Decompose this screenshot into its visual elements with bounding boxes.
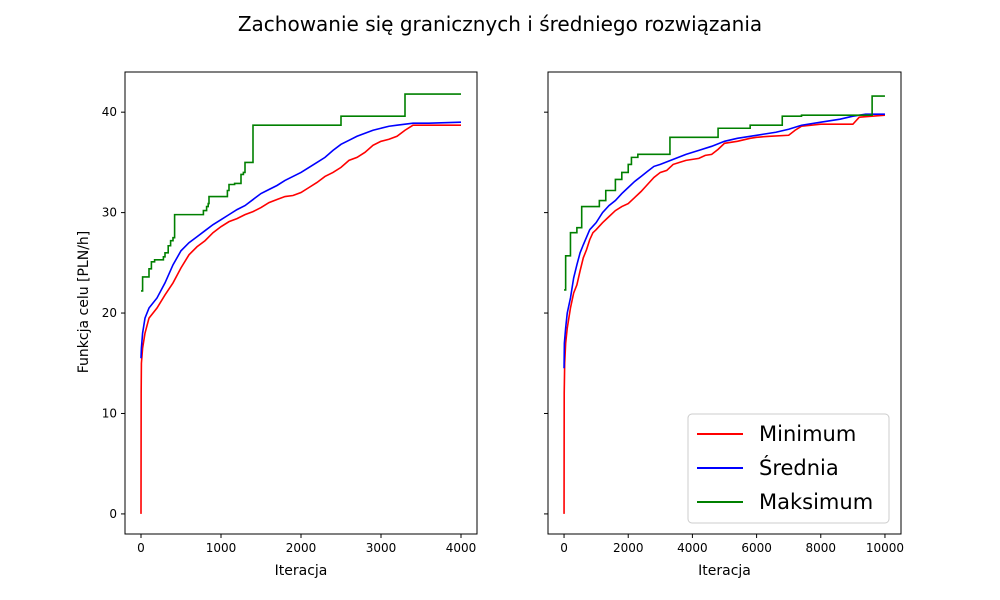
- x-tick-label: 10000: [866, 541, 904, 555]
- x-tick-label: 1000: [206, 541, 237, 555]
- legend: Minimum Średnia Maksimum: [687, 413, 890, 524]
- x-tick-label: 3000: [366, 541, 397, 555]
- series-line-minimum-plot-1: [140, 124, 461, 514]
- axes-frame-1: [124, 71, 478, 535]
- plots-container: 0 1000 2000 3000 4000 0 10 20 30 40 Iteracja 0 2000 4…: [102, 71, 904, 579]
- x-axis-label: Iteracja: [275, 563, 328, 579]
- legend-label: Maksimum: [759, 490, 873, 514]
- series-line-maksimum-plot-2: [564, 95, 885, 291]
- y-tick-label: 30: [102, 206, 117, 220]
- figure-title: Zachowanie się granicznych i średniego r…: [238, 12, 762, 36]
- legend-label: Minimum: [759, 422, 856, 446]
- series-line-minimum-plot-2: [563, 114, 886, 514]
- series-line-srednia-plot-2: [563, 113, 885, 369]
- x-tick-label: 8000: [805, 541, 836, 555]
- legend-label: Średnia: [759, 455, 839, 480]
- subplot-1: 0 1000 2000 3000 4000 0 10 20 30 40 Iteracja: [102, 71, 478, 579]
- axes-frame-2: [547, 71, 902, 535]
- y-tick-label: 40: [102, 105, 117, 119]
- y-axis-label: Funkcja celu [PLN/h]: [76, 231, 92, 374]
- x-tick-label: 6000: [741, 541, 772, 555]
- x-tick-label: 0: [560, 541, 568, 555]
- y-tick-label: 0: [109, 507, 117, 521]
- x-tick-label: 4000: [677, 541, 708, 555]
- x-tick-label: 2000: [613, 541, 644, 555]
- x-axis-label: Iteracja: [698, 563, 751, 579]
- x-tick-label: 2000: [286, 541, 317, 555]
- series-line-srednia-plot-1: [140, 121, 462, 359]
- y-tick-label: 20: [102, 306, 117, 320]
- series-line-maksimum-plot-1: [141, 93, 461, 292]
- legend-box: [687, 413, 890, 524]
- y-tick-label: 10: [102, 406, 117, 420]
- x-tick-label: 0: [137, 541, 145, 555]
- subplot-2: 0 2000 4000 6000 8000 10000 Iteracja: [544, 71, 904, 579]
- x-tick-label: 4000: [446, 541, 477, 555]
